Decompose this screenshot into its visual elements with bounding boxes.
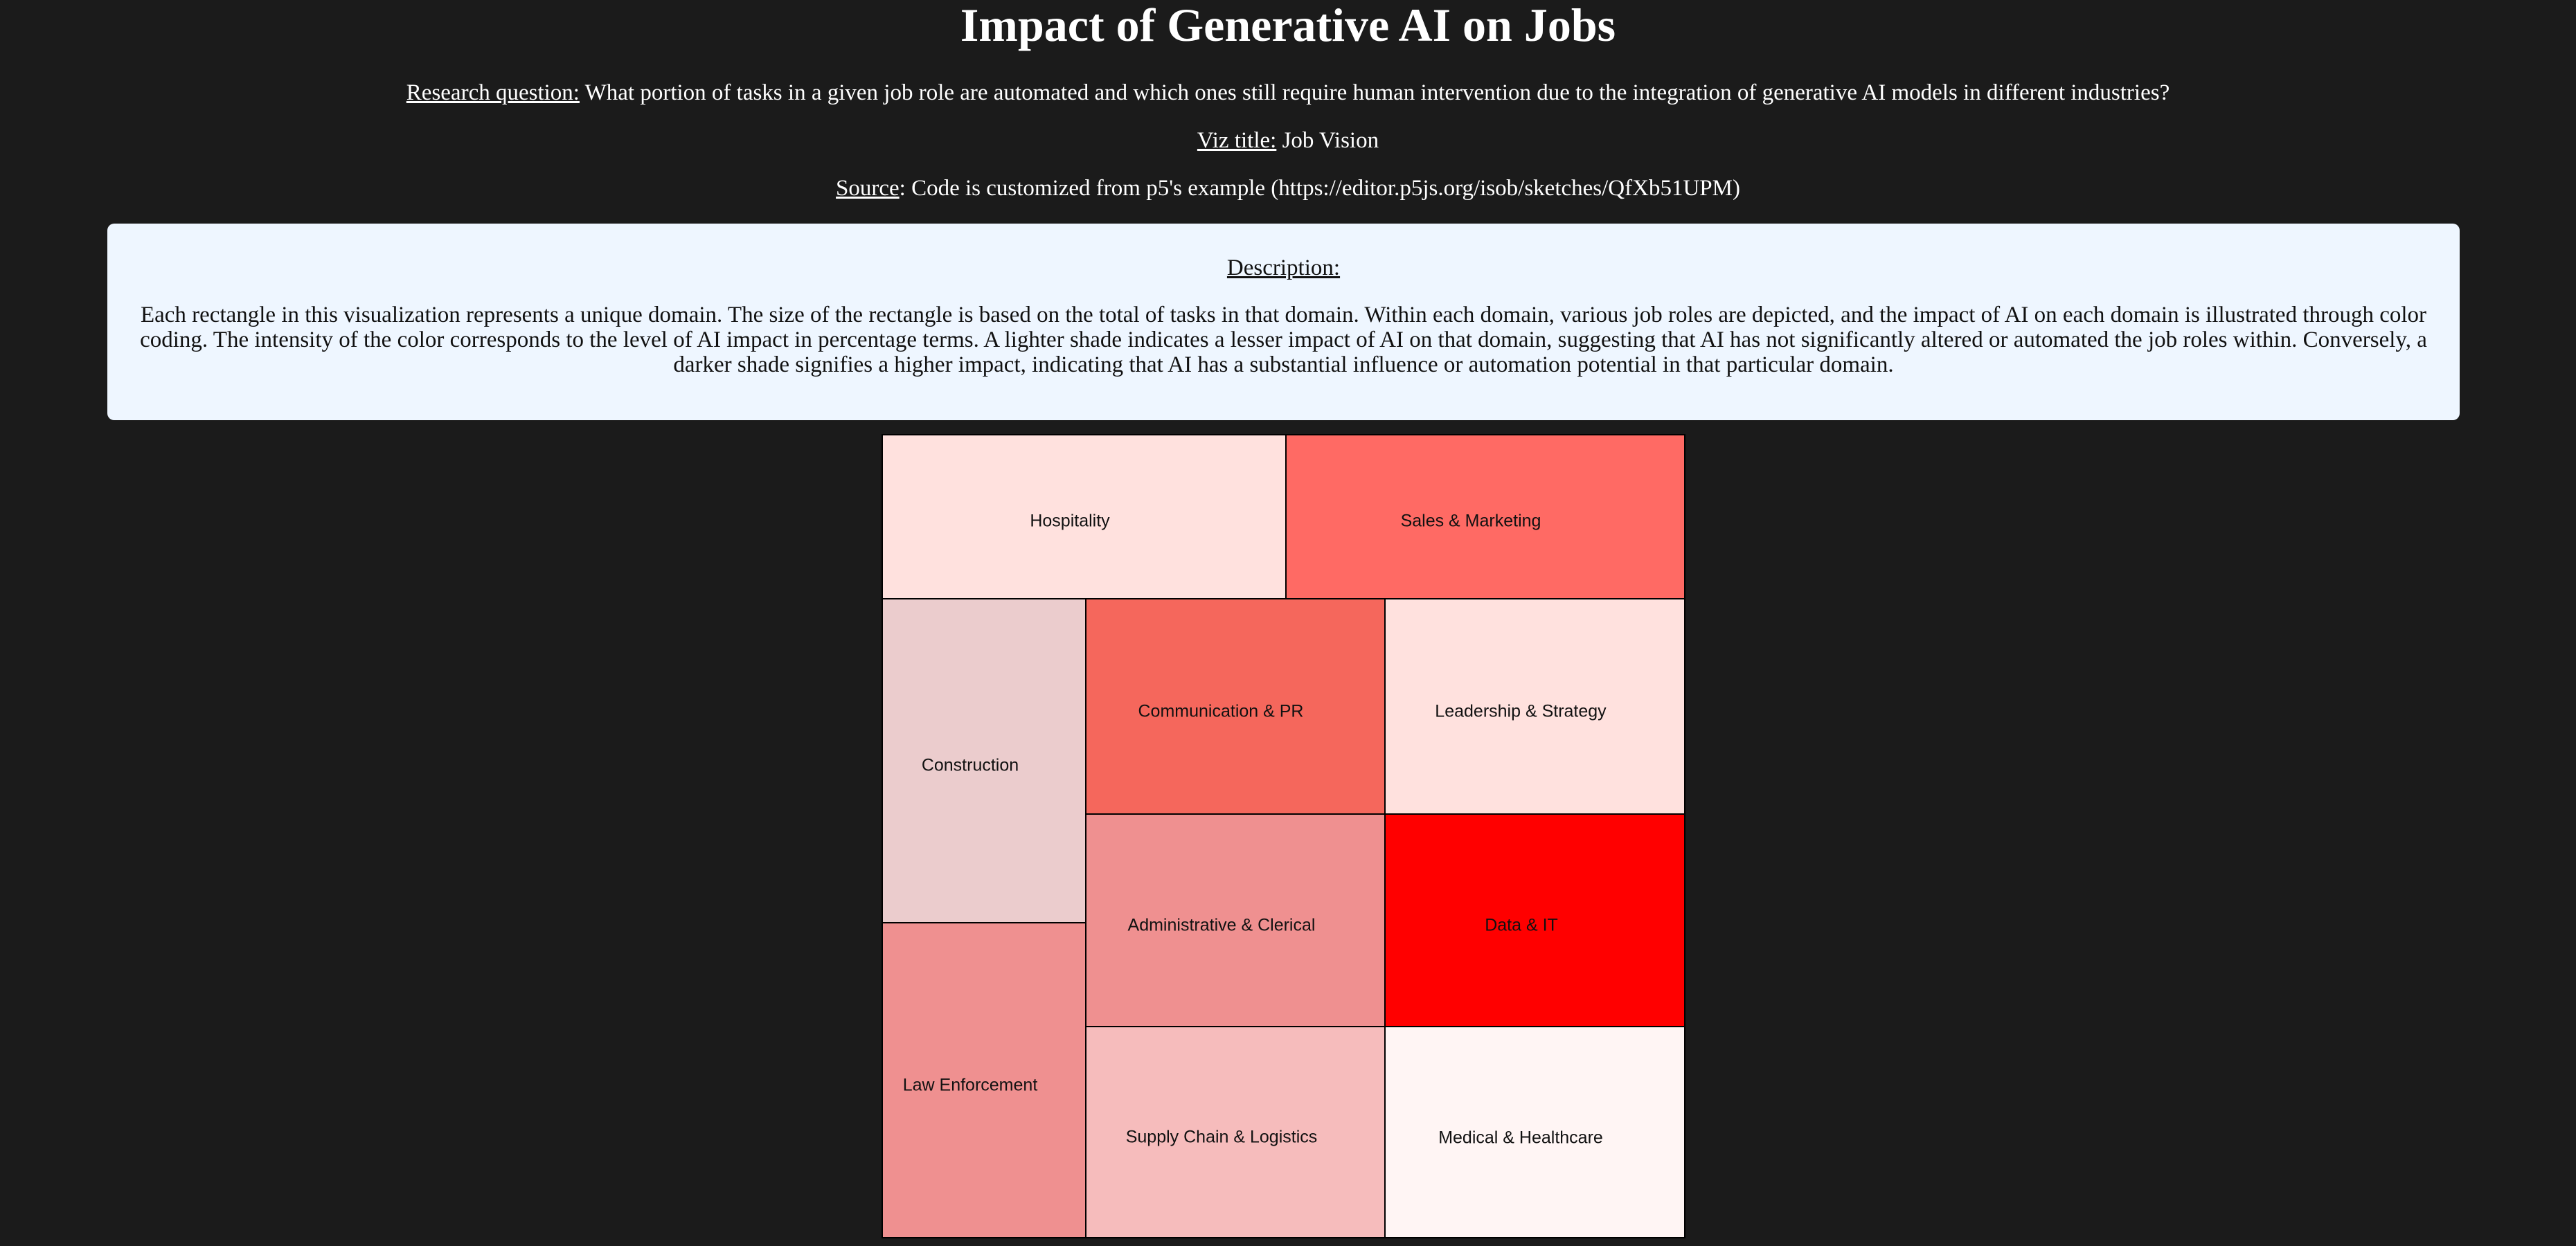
treemap-label-hospitality: Hospitality <box>1030 512 1110 531</box>
source-text: : Code is customized from p5's example (… <box>899 176 1740 201</box>
description-heading: Description: <box>1226 255 1341 280</box>
treemap-cell-communication-and-pr <box>1085 598 1386 815</box>
treemap-cell-medical-and-healthcare <box>1384 1026 1685 1238</box>
viz-title-line: Viz title: Job Vision <box>0 127 2576 154</box>
page-title: Impact of Generative AI on Jobs <box>960 0 1616 51</box>
treemap-label-administrative-and-clerical: Administrative & Clerical <box>1128 916 1316 935</box>
research-question-text: What portion of tasks in a given job rol… <box>584 80 2170 105</box>
treemap-cell-supply-chain-and-logistics <box>1085 1026 1386 1238</box>
viz-title-label: Viz title: <box>1197 128 1277 153</box>
research-question-label: Research question: <box>406 80 580 105</box>
treemap-label-medical-and-healthcare: Medical & Healthcare <box>1438 1128 1603 1148</box>
treemap-cell-leadership-and-strategy <box>1384 598 1685 815</box>
treemap-cell-construction <box>882 598 1086 923</box>
treemap-label-leadership-and-strategy: Leadership & Strategy <box>1435 702 1607 721</box>
treemap-label-supply-chain-and-logistics: Supply Chain & Logistics <box>1126 1128 1318 1147</box>
description-text: Each rectangle in this visualization rep… <box>140 303 2427 377</box>
treemap-label-data-and-it: Data & IT <box>1485 916 1558 935</box>
treemap-cell-law-enforcement <box>882 922 1086 1238</box>
treemap-label-communication-and-pr: Communication & PR <box>1138 702 1304 721</box>
source-line: Source: Code is customized from p5's exa… <box>0 174 2576 202</box>
source-label: Source <box>836 176 900 201</box>
description-panel: Description: Each rectangle in this visu… <box>107 224 2460 420</box>
research-question-line: Research question: What portion of tasks… <box>0 79 2576 107</box>
treemap-cell-data-and-it <box>1384 813 1685 1027</box>
viz-title-text: Job Vision <box>1282 128 1379 153</box>
treemap-label-law-enforcement: Law Enforcement <box>903 1076 1038 1095</box>
treemap-cell-sales-and-marketing <box>1285 434 1685 599</box>
treemap-cell-hospitality <box>882 434 1287 599</box>
treemap-cell-administrative-and-clerical <box>1085 813 1386 1027</box>
treemap-label-construction: Construction <box>922 756 1019 775</box>
treemap-label-sales-and-marketing: Sales & Marketing <box>1401 512 1541 531</box>
